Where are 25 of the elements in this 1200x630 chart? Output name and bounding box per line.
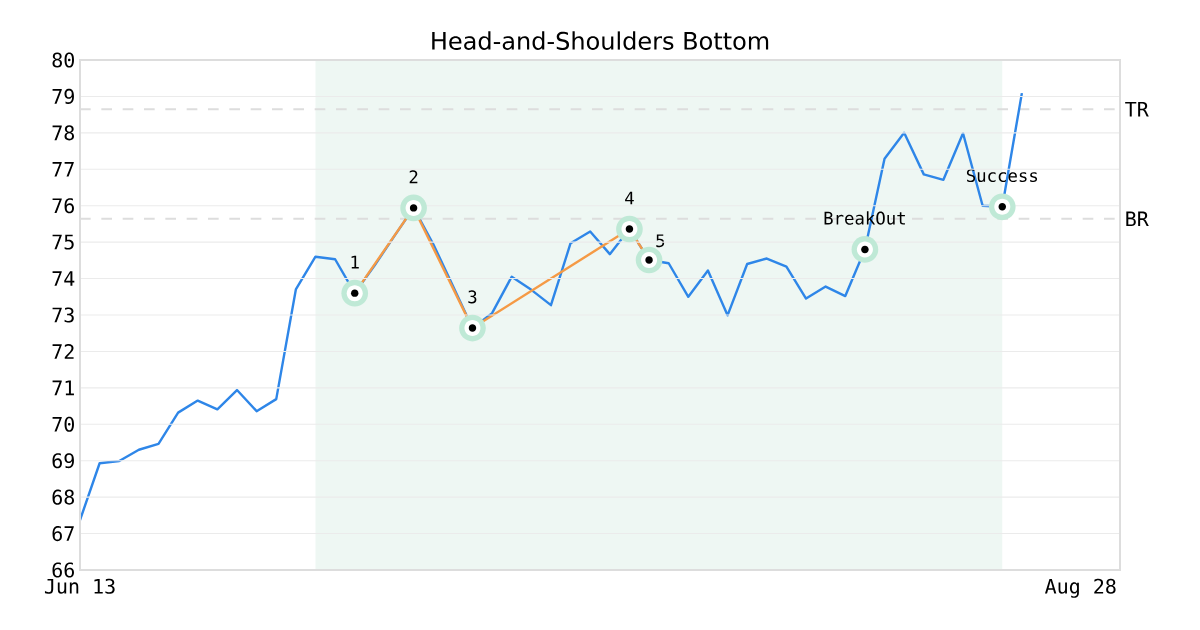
y-tick-label: 69 bbox=[52, 453, 74, 469]
annotation: 3 bbox=[468, 290, 477, 304]
y-tick-label: 70 bbox=[52, 416, 74, 432]
ref-line-label: TR bbox=[1125, 101, 1149, 117]
annotation: 2 bbox=[409, 170, 418, 184]
annotation: 1 bbox=[351, 255, 359, 269]
x-tick-label: Jun 13 bbox=[44, 578, 115, 594]
y-tick-label: 80 bbox=[52, 52, 74, 68]
y-tick-label: 68 bbox=[52, 489, 74, 505]
annotation: 4 bbox=[625, 191, 634, 205]
annotation: 5 bbox=[656, 234, 665, 248]
y-tick-label: 78 bbox=[52, 125, 74, 141]
y-tick-label: 79 bbox=[52, 88, 74, 104]
y-tick-label: 77 bbox=[52, 161, 74, 177]
chart-title: Head-and-Shoulders Bottom bbox=[432, 31, 769, 50]
ref-line-label: BR bbox=[1126, 211, 1149, 227]
y-tick-label: 75 bbox=[52, 234, 74, 250]
y-tick-label: 72 bbox=[52, 343, 74, 359]
y-tick-label: 73 bbox=[52, 307, 74, 323]
y-tick-label: 76 bbox=[52, 198, 74, 214]
y-tick-label: 71 bbox=[52, 380, 74, 396]
x-tick-label: Aug 28 bbox=[1044, 578, 1116, 598]
y-tick-label: 66 bbox=[52, 562, 74, 578]
y-tick-label: 67 bbox=[52, 525, 74, 542]
y-tick-label: 74 bbox=[52, 271, 75, 286]
